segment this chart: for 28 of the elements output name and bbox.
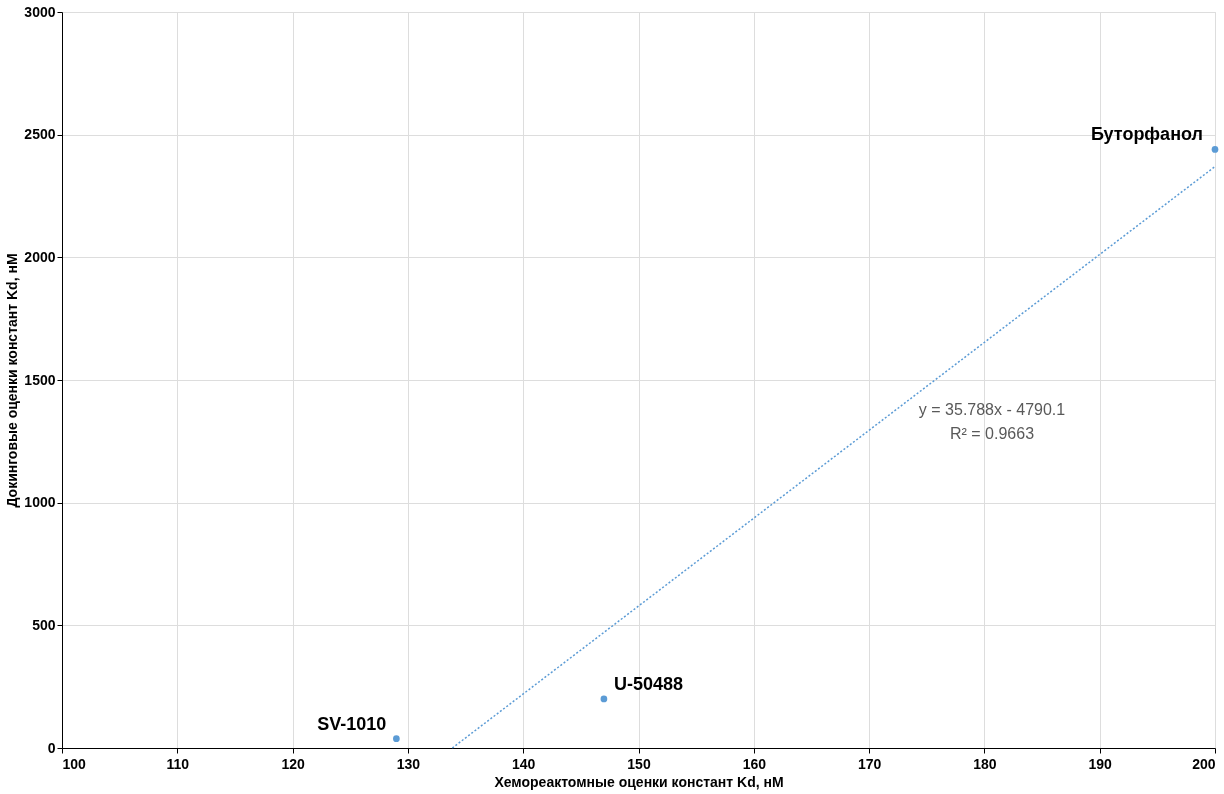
x-tick-label: 180	[973, 755, 997, 772]
x-tick-label: 170	[857, 755, 882, 772]
annotation: Буторфанол	[1090, 124, 1203, 145]
y-axis-title: Докинговые оценки констант Kd, нМ	[4, 253, 21, 508]
annotation: y = 35.788x - 4790.1	[918, 401, 1066, 418]
annotation: U-50488	[613, 673, 683, 694]
x-tick-label: 160	[742, 755, 767, 772]
x-tick-label: 130	[396, 755, 421, 772]
point	[600, 695, 608, 703]
y-tick-label: 500	[32, 616, 56, 633]
point	[393, 735, 400, 743]
y-tick-label: 3000	[24, 3, 56, 20]
x-tick-label: 120	[281, 755, 305, 772]
y-tick-label: 0	[47, 739, 56, 756]
x-axis-title: Хемореактомные оценки констант Kd, нМ	[494, 773, 784, 790]
x-tick-label: 110	[166, 755, 190, 772]
annotation: SV-1010	[317, 713, 387, 734]
y-tick-label: 1000	[24, 494, 56, 511]
x-tick-label: 190	[1088, 755, 1113, 772]
y-tick-label: 1500	[24, 371, 56, 388]
point	[1211, 146, 1219, 153]
x-tick-label: 100	[62, 755, 87, 772]
annotation: R² = 0.9663	[949, 425, 1035, 442]
y-tick-label: 2500	[24, 126, 56, 143]
x-tick-label: 140	[512, 755, 536, 772]
x-tick-label: 150	[627, 755, 651, 772]
x-tick-label: 200	[1192, 755, 1216, 772]
y-tick-label: 2000	[24, 248, 56, 265]
